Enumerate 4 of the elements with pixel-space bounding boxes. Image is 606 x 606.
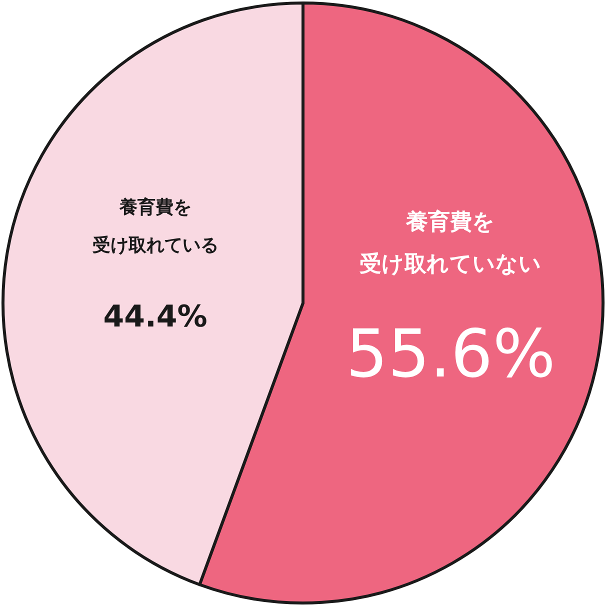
slice-label: 養育費を受け取れていない [360,208,542,280]
data-label: 55.6% [346,316,556,393]
data-label: 44.4% [103,299,208,334]
slice-label: 養育費を受け取れている [92,196,218,258]
